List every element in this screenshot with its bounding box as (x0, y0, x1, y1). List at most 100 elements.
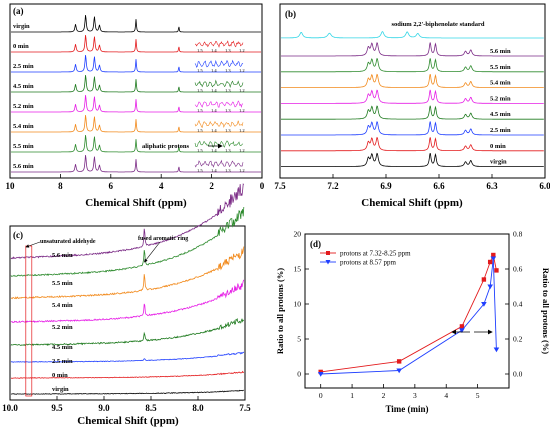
panel-d-x-tick-label: 5 (476, 391, 480, 400)
panel-d-point (459, 328, 465, 334)
aldehyde-annotation: unsaturated aldehyde (40, 239, 96, 245)
panel-b-frame (279, 3, 546, 179)
aliphatic-inset-trace (194, 79, 244, 89)
panel-c-x-axis: 10.0 9.5 9.0 8.5 8.0 7.5 (2, 396, 251, 413)
panel-a-traces (11, 15, 261, 173)
panel-b-trace (281, 73, 544, 88)
panel-b-trace-label: 0 min (490, 143, 506, 150)
panel-a-x-tick-label: 4 (159, 181, 164, 191)
panel-d-point (396, 359, 402, 364)
aliphatic-inset-box (193, 38, 245, 50)
panel-c-x-tick-label: 9.5 (51, 403, 63, 413)
panel-c-trace-label: virgin (52, 386, 69, 393)
inset-tick-label: 1.5 (197, 168, 203, 173)
panel-c-trace (11, 370, 245, 379)
panel-a-x-tick-label: 10 (6, 181, 16, 191)
panel-d-point (490, 256, 497, 262)
panel-a-x-tick-label: 6 (109, 181, 114, 191)
panel-a-insets: 1.5 1.4 1.3 1.2 1.5 1.4 1.3 1.2 1.5 1.4 1.3 1.2 1.5 1… (193, 38, 245, 173)
panel-d-x-tick-label: 1 (350, 391, 354, 400)
panel-b-trace (281, 121, 544, 136)
inset-tick-label: 1.5 (197, 148, 203, 153)
panel-a-trace-label: 5.4 min (13, 123, 34, 130)
inset-tick-label: 1.2 (239, 108, 245, 113)
inset-tick-label: 1.2 (239, 148, 245, 153)
panel-c-trace-label: 5.6 min (52, 252, 73, 259)
panel-c-trace-label: 0 min (52, 372, 68, 379)
panel-c-trace (10, 279, 245, 324)
panel-b-trace-label: 4.5 min (490, 111, 511, 118)
panel-b-x-tick-label: 6.3 (486, 181, 498, 191)
inset-tick-label: 1.2 (239, 168, 245, 173)
inset-tick-label: 1.4 (211, 128, 217, 133)
aliphatic-inset-trace (194, 159, 244, 168)
panel-d-y2-tick-label: 0.0 (513, 370, 523, 379)
legend-label: protons at 7.32-8.25 ppm (340, 250, 411, 258)
panel-c-trace (10, 246, 245, 300)
panel-a-trace-label: 5.5 min (13, 143, 34, 150)
panel-d-x-tick-label: 2 (382, 391, 386, 400)
panel-b-trace (281, 42, 544, 57)
panel-d-y2-tick-label: 0.2 (513, 335, 523, 344)
panel-a-x-tick-label: 8 (58, 181, 63, 191)
panel-b: (b) sodium 2,2'-biphenolate standard 5.6 … (274, 3, 550, 209)
inset-tick-label: 1.5 (197, 68, 203, 73)
panel-d-y-tick-label: 10 (294, 300, 302, 309)
inset-tick-label: 1.3 (225, 128, 231, 133)
legend-marker (325, 260, 331, 265)
panel-d-y2label: Ratio to all protons (%) (541, 268, 550, 354)
panel-c-x-tick-label: 8.5 (145, 403, 157, 413)
panel-a-trace (11, 75, 261, 93)
panel-b-trace (281, 152, 544, 167)
panel-c-label: (c) (13, 230, 23, 240)
panel-a-xlabel: Chemical Shift (ppm) (85, 197, 187, 209)
panel-d-frame (304, 233, 510, 389)
panel-d-label: (d) (310, 239, 321, 249)
panel-c-trace-labels: 5.6 min 5.5 min 5.4 min 5.2 min 4.5 min 2.5 m… (52, 252, 73, 393)
panel-d-point (487, 284, 493, 290)
panel-a-x-axis: 10 8 6 4 2 0 (6, 174, 265, 191)
panel-c-xlabel: Chemical Shift (ppm) (77, 415, 179, 427)
panel-d-x-tick-label: 3 (413, 391, 417, 400)
panel-a-label: (a) (13, 6, 24, 16)
panel-b-x-axis: 7.5 7.2 6.9 6.6 6.3 6.0 (274, 174, 550, 191)
panel-d-axes: 0 1 2 3 4 5 0 5 10 15 20 0.0 0.2 0.4 0.6 0.8 (294, 230, 523, 401)
panel-d-xlabel: Time (min) (385, 404, 428, 414)
panel-b-x-tick-label: 7.2 (327, 181, 339, 191)
panel-d: (d) 0 1 2 3 4 5 0 5 10 15 20 0.0 0.2 0.4 0.6 0.8 proton… (275, 230, 550, 415)
aliphatic-inset-box (193, 78, 245, 90)
panel-d-point (494, 268, 499, 273)
panel-c: (c) 5.6 min 5.5 min 5.4 min 5.2 min 4.5 min 2… (2, 183, 251, 427)
inset-tick-label: 1.5 (197, 128, 203, 133)
panel-d-y-tick-label: 0 (297, 370, 301, 379)
inset-tick-label: 1.4 (211, 148, 217, 153)
panel-a-x-tick-label: 0 (260, 181, 265, 191)
panel-c-trace-label: 5.2 min (52, 324, 73, 331)
panel-b-trace-label: 5.5 min (490, 64, 511, 71)
panel-a-trace-label: 0 min (13, 43, 29, 50)
panel-c-trace-label: 5.4 min (52, 302, 73, 309)
panel-b-trace (281, 31, 544, 39)
aliphatic-inset-box (193, 58, 245, 70)
panel-d-y-tick-label: 15 (294, 265, 302, 274)
panel-c-trace (10, 206, 245, 277)
panel-b-trace (281, 57, 544, 73)
panel-a: (a) 5.6 min 5.5 min 5.4 min 5.2 min 4.5 min 2… (6, 3, 265, 209)
panel-a-frame (9, 3, 263, 179)
panel-b-trace (281, 105, 544, 120)
inset-tick-label: 1.3 (225, 168, 231, 173)
inset-tick-label: 1.5 (197, 108, 203, 113)
aliphatic-inset-trace (194, 119, 244, 129)
panel-c-trace (10, 183, 245, 260)
aliphatic-inset-trace (194, 59, 244, 68)
panel-d-y-tick-label: 5 (297, 335, 301, 344)
panel-b-x-tick-label: 6.0 (539, 181, 550, 191)
panel-d-series-line (320, 253, 497, 373)
panel-c-traces (10, 183, 245, 395)
panel-a-trace-label: 5.6 min (13, 163, 34, 170)
panel-c-trace (10, 317, 245, 347)
panel-a-annotation: aliphatic protons (142, 143, 189, 150)
panel-b-label: (b) (285, 9, 296, 19)
